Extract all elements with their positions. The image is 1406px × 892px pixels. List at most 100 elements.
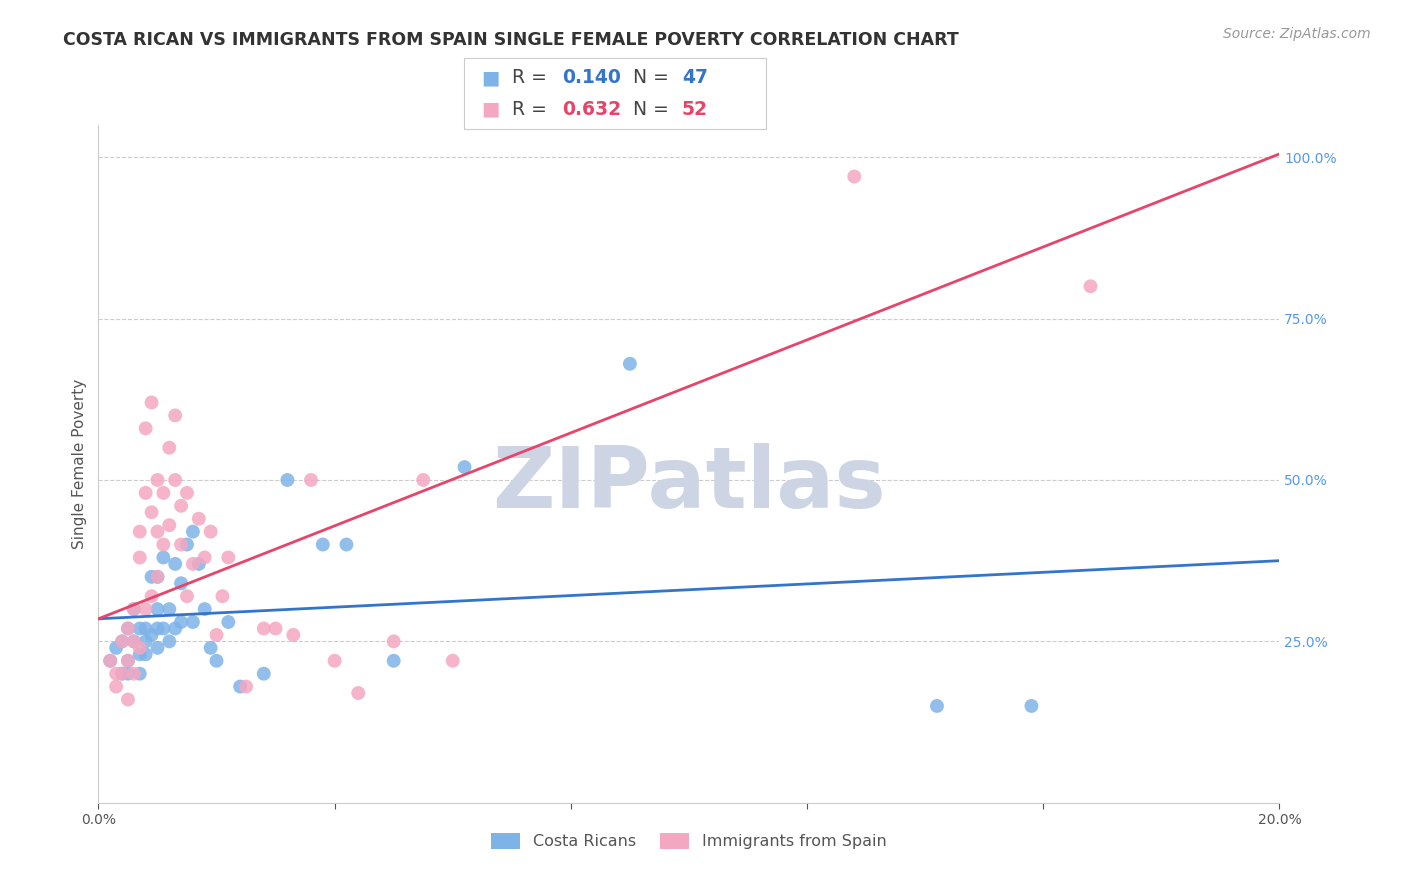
Point bbox=[128, 666, 150, 681]
Point bbox=[170, 499, 193, 513]
Point bbox=[122, 602, 145, 616]
Point bbox=[135, 648, 157, 662]
Text: 47: 47 bbox=[682, 69, 707, 87]
Point bbox=[205, 654, 228, 668]
Point bbox=[299, 473, 322, 487]
Point bbox=[1021, 698, 1043, 713]
Point bbox=[146, 473, 169, 487]
Point bbox=[122, 602, 145, 616]
Point bbox=[217, 615, 239, 629]
Text: R =: R = bbox=[512, 69, 553, 87]
Point bbox=[165, 622, 187, 636]
Point bbox=[925, 698, 948, 713]
Point bbox=[98, 654, 121, 668]
Point bbox=[200, 524, 222, 539]
Point bbox=[111, 666, 134, 681]
Point bbox=[122, 666, 145, 681]
Point bbox=[128, 524, 150, 539]
Point bbox=[176, 589, 198, 603]
Point bbox=[105, 666, 128, 681]
Point bbox=[152, 550, 174, 565]
Point bbox=[283, 628, 305, 642]
Point bbox=[335, 537, 357, 551]
Point bbox=[98, 654, 121, 668]
Point bbox=[146, 602, 169, 616]
Point bbox=[117, 692, 139, 706]
Point bbox=[453, 460, 475, 475]
Point bbox=[157, 602, 180, 616]
Point bbox=[141, 570, 163, 584]
Point bbox=[111, 634, 134, 648]
Point bbox=[176, 486, 198, 500]
Point bbox=[1080, 279, 1102, 293]
Point bbox=[170, 615, 193, 629]
Point bbox=[181, 524, 204, 539]
Point bbox=[135, 486, 157, 500]
Point bbox=[165, 473, 187, 487]
Point bbox=[157, 634, 180, 648]
Point bbox=[135, 421, 157, 435]
Point bbox=[135, 622, 157, 636]
Point bbox=[323, 654, 346, 668]
Text: COSTA RICAN VS IMMIGRANTS FROM SPAIN SINGLE FEMALE POVERTY CORRELATION CHART: COSTA RICAN VS IMMIGRANTS FROM SPAIN SIN… bbox=[63, 31, 959, 49]
Point bbox=[264, 622, 287, 636]
Y-axis label: Single Female Poverty: Single Female Poverty bbox=[72, 379, 87, 549]
Point bbox=[165, 409, 187, 423]
Point bbox=[141, 505, 163, 519]
Point bbox=[152, 486, 174, 500]
Point bbox=[194, 602, 217, 616]
Point bbox=[157, 441, 180, 455]
Point bbox=[146, 570, 169, 584]
Point bbox=[211, 589, 233, 603]
Point bbox=[117, 622, 139, 636]
Point bbox=[181, 557, 204, 571]
Point bbox=[170, 576, 193, 591]
Point bbox=[128, 550, 150, 565]
Text: N =: N = bbox=[621, 100, 675, 119]
Point bbox=[412, 473, 434, 487]
Point bbox=[141, 628, 163, 642]
Point bbox=[152, 622, 174, 636]
Point bbox=[128, 640, 150, 655]
Point bbox=[117, 622, 139, 636]
Point bbox=[122, 634, 145, 648]
Point bbox=[152, 537, 174, 551]
Point bbox=[205, 628, 228, 642]
Point bbox=[146, 622, 169, 636]
Point bbox=[128, 622, 150, 636]
Point bbox=[146, 640, 169, 655]
Point bbox=[276, 473, 298, 487]
Point bbox=[146, 570, 169, 584]
Point bbox=[122, 634, 145, 648]
Point bbox=[382, 634, 405, 648]
Text: ■: ■ bbox=[481, 69, 499, 87]
Point bbox=[217, 550, 239, 565]
Point bbox=[170, 537, 193, 551]
Point bbox=[128, 648, 150, 662]
Text: 52: 52 bbox=[682, 100, 707, 119]
Text: 0.632: 0.632 bbox=[562, 100, 621, 119]
Point bbox=[382, 654, 405, 668]
Point bbox=[619, 357, 641, 371]
Text: R =: R = bbox=[512, 100, 553, 119]
Text: ■: ■ bbox=[481, 100, 499, 119]
Point bbox=[157, 518, 180, 533]
Point bbox=[187, 512, 209, 526]
Point bbox=[229, 680, 252, 694]
Point bbox=[312, 537, 335, 551]
Point bbox=[146, 524, 169, 539]
Point bbox=[105, 640, 128, 655]
Point bbox=[235, 680, 257, 694]
Point bbox=[117, 666, 139, 681]
Point bbox=[105, 680, 128, 694]
Point bbox=[441, 654, 464, 668]
Point bbox=[111, 666, 134, 681]
Text: 0.140: 0.140 bbox=[562, 69, 621, 87]
Point bbox=[117, 654, 139, 668]
Point bbox=[181, 615, 204, 629]
Point bbox=[253, 622, 276, 636]
Point bbox=[194, 550, 217, 565]
Point bbox=[200, 640, 222, 655]
Text: N =: N = bbox=[621, 69, 675, 87]
Point bbox=[347, 686, 370, 700]
